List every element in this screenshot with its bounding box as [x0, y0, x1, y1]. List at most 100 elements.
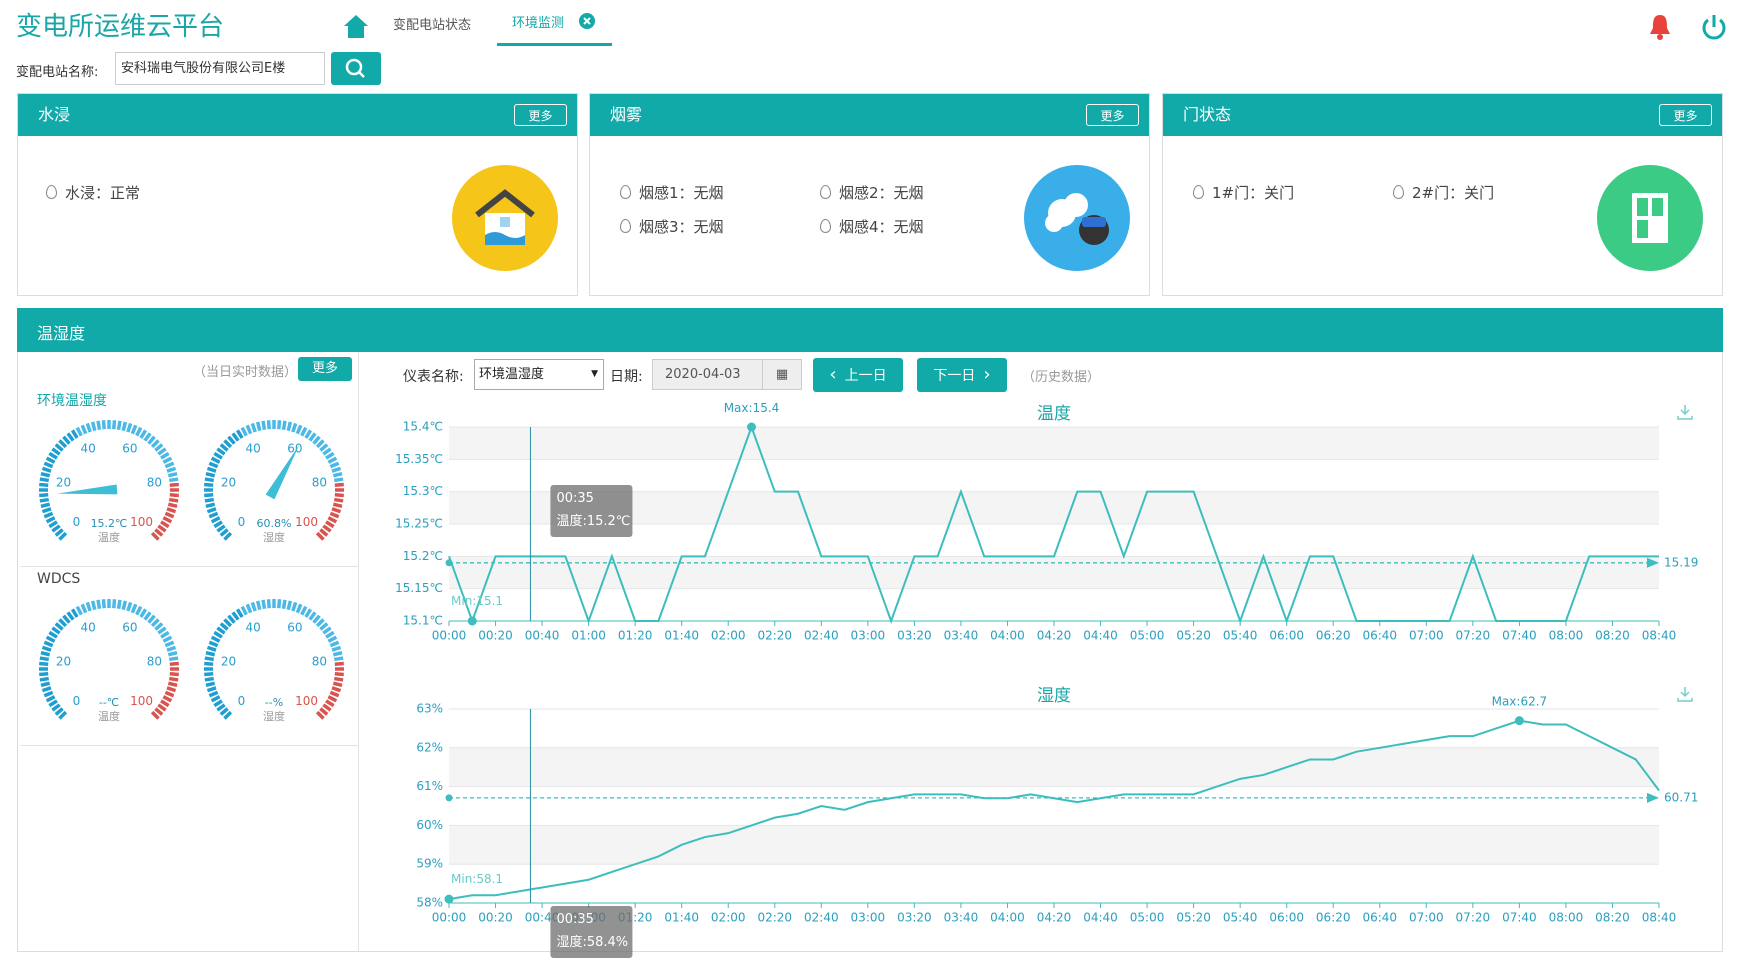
history-note: （历史数据）	[1022, 370, 1101, 385]
home-icon[interactable]	[342, 12, 370, 40]
gauge-tick-label: 0	[73, 694, 81, 708]
gauge-arc-segment	[41, 466, 52, 473]
x-tick-label: 04:20	[1037, 629, 1072, 643]
x-tick-label: 05:40	[1223, 629, 1258, 643]
gauge-tick-label: 20	[221, 654, 236, 668]
gauge-arc-segment	[204, 482, 214, 487]
mean-arrow	[1647, 557, 1659, 568]
x-tick-label: 01:00	[571, 629, 606, 643]
date-value: 2020-04-03	[665, 367, 741, 382]
gauge-arc-segment	[85, 601, 92, 612]
date-input[interactable]: 2020-04-03 ▦	[652, 359, 802, 390]
gauge-arc-segment	[167, 650, 178, 657]
prev-day-button[interactable]: ‹ 上一日	[813, 358, 903, 392]
x-tick-label: 08:00	[1549, 911, 1584, 925]
status-item: 烟感1：无烟	[620, 182, 724, 203]
gauge-arc-segment	[286, 600, 293, 611]
gauge-arc-segment	[223, 710, 233, 720]
gauge-arc-segment	[281, 420, 287, 431]
more-button[interactable]: 更多	[298, 357, 352, 381]
gauge-arc-segment	[101, 599, 106, 609]
gauge-arc-segment	[39, 672, 49, 677]
search-input[interactable]: 安科瑞电气股份有限公司E楼	[115, 52, 325, 85]
gauge-label: 湿度	[263, 530, 285, 544]
gauge-arc-segment	[295, 424, 303, 435]
tooltip-time: 00:35	[556, 912, 593, 927]
gauge-arc-segment	[210, 635, 221, 643]
x-tick-label: 02:20	[757, 629, 792, 643]
gauge-arc-segment	[112, 420, 117, 430]
gauge-arc-segment	[308, 611, 317, 621]
y-tick-label: 15.2℃	[403, 549, 443, 563]
more-button[interactable]: 更多	[514, 104, 567, 126]
bell-icon[interactable]	[1648, 12, 1672, 42]
gauge-tick-label: 20	[221, 475, 236, 489]
gauge-arc-segment	[332, 502, 343, 509]
gauge-arc-segment	[210, 456, 221, 464]
gauge-arc-segment	[312, 614, 321, 624]
gauge-arc-segment	[216, 447, 226, 456]
gauge-arc-segment	[48, 520, 58, 529]
tab[interactable]: 变配电站状态	[393, 18, 472, 33]
gauge-arc-segment	[116, 420, 122, 431]
gauge-arc-segment	[162, 635, 173, 643]
gauge-arc-segment	[130, 603, 138, 614]
status-item: 烟感4：无烟	[820, 216, 924, 237]
gauge-arc-segment	[39, 656, 50, 662]
x-tick-label: 01:40	[664, 629, 699, 643]
x-tick-label: 08:20	[1595, 911, 1630, 925]
gauge-arc-segment	[169, 672, 179, 677]
gauge-arc-segment	[329, 690, 340, 698]
gauge-arc-segment	[160, 520, 170, 529]
gauge-arc-segment	[58, 618, 68, 628]
y-tick-label: 15.15℃	[395, 581, 443, 595]
gauge-arc-segment	[41, 507, 52, 514]
gauge-arc-segment	[90, 421, 97, 432]
gauge-arc-segment	[333, 497, 344, 503]
gauge-arc-segment	[62, 435, 71, 445]
tab-close[interactable]	[578, 12, 596, 30]
meter-select[interactable]: 环境温湿度 ▼	[474, 359, 604, 390]
tab-active[interactable]: 环境监测	[512, 16, 565, 31]
gauge-arc-segment	[319, 528, 329, 537]
max-point	[747, 422, 756, 432]
gauge-arc-segment	[143, 611, 152, 621]
y-tick-label: 62%	[416, 740, 443, 754]
gauge-label: 温度	[98, 530, 120, 544]
gauge-arc-segment	[206, 466, 217, 473]
gauge-arc-segment	[40, 502, 51, 509]
gauge-arc-segment	[327, 516, 338, 524]
gauge-arc-segment	[325, 451, 335, 460]
download-icon[interactable]	[1676, 403, 1694, 421]
more-button[interactable]: 更多	[1659, 104, 1712, 126]
tooltip-value: 湿度:58.4%	[556, 934, 628, 950]
water-icon	[452, 165, 558, 271]
search-label: 变配电站名称:	[16, 65, 99, 80]
gauge-arc-segment	[51, 626, 61, 635]
gauge-arc-segment	[227, 435, 236, 445]
gauge-arc-segment	[319, 443, 329, 452]
gauge-arc-segment	[286, 421, 293, 432]
min-label: Min:58.1	[451, 872, 503, 886]
gauge-arc-segment	[54, 443, 64, 452]
x-tick-label: 07:20	[1456, 911, 1491, 925]
gauge-arc-segment	[325, 630, 335, 639]
door-panel: 门状态 更多 1#门：关门 2#门：关门	[1162, 93, 1723, 296]
next-day-button[interactable]: 下一日 ›	[917, 358, 1007, 392]
gauge-arc-segment	[39, 482, 49, 487]
search-button[interactable]	[331, 52, 381, 85]
download-icon[interactable]	[1676, 685, 1694, 703]
tooltip	[550, 906, 633, 958]
gauge-arc-segment	[130, 424, 138, 435]
gauge-arc-segment	[331, 507, 342, 514]
gauge-arc-segment	[160, 699, 170, 708]
gauge-arc-segment	[315, 439, 325, 449]
power-icon[interactable]	[1700, 12, 1728, 42]
panel-header: 烟雾 更多	[590, 94, 1149, 136]
more-button[interactable]: 更多	[1086, 104, 1139, 126]
gauge-arc-segment	[169, 482, 179, 487]
gauge-arc-segment	[329, 461, 340, 469]
gauge-arc-segment	[160, 630, 170, 639]
gauge-arc-segment	[261, 599, 267, 610]
x-tick-label: 08:20	[1595, 629, 1630, 643]
